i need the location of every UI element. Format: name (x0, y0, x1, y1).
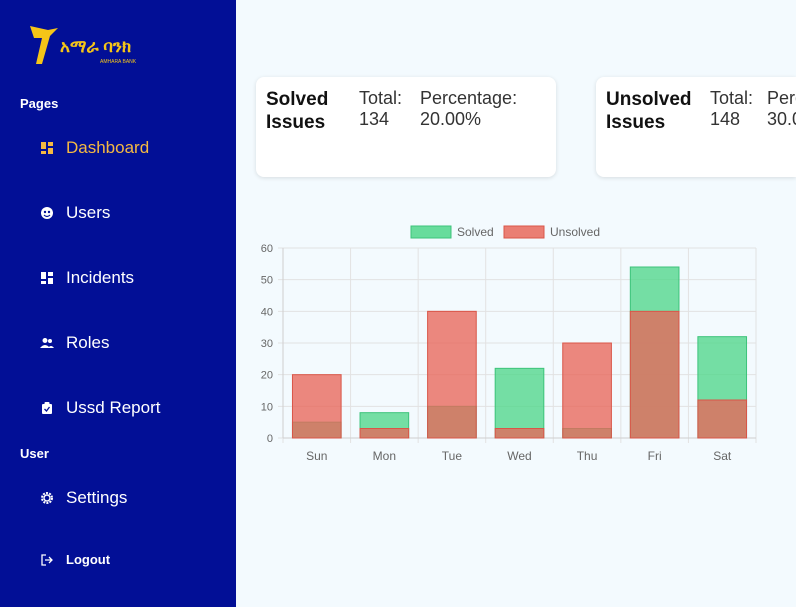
incidents-icon (40, 271, 54, 285)
bar-unsolved-tue (427, 310, 477, 439)
x-tick-label: Fri (648, 449, 662, 463)
x-tick-label: Wed (507, 449, 531, 463)
sidebar-item-incidents[interactable]: Incidents (40, 268, 134, 288)
bar-unsolved-sat (697, 399, 748, 439)
sidebar-item-settings[interactable]: Settings (40, 488, 127, 508)
x-tick-label: Sat (713, 449, 732, 463)
total-label: Total: (359, 88, 403, 108)
sidebar-item-label: Users (66, 203, 111, 222)
percentage-label: Percentage: (420, 88, 518, 108)
issues-bar-chart: 0 10 20 30 40 50 60 Sun Mon Tue Wed Thu Fri Sat Solved… (261, 225, 757, 463)
bar-unsolved-sun (291, 374, 342, 439)
bar-unsolved-fri (629, 310, 680, 439)
sidebar-item-label: Roles (66, 333, 110, 352)
bar-unsolved-wed (494, 428, 545, 439)
sidebar-item-users[interactable]: Users (40, 203, 110, 223)
y-tick-label: 40 (261, 306, 273, 318)
users-icon (40, 206, 54, 220)
sidebar-item-roles[interactable]: Roles (40, 333, 109, 353)
card-title: Unsolved Issues (606, 89, 692, 133)
y-tick-label: 50 (261, 275, 273, 287)
amhara-bank-logo: አማራ ባንክ AMHARA BANK (30, 26, 137, 65)
sidebar-item-label: Settings (66, 488, 128, 507)
bar-unsolved-thu (562, 342, 612, 439)
total-value: 148 (710, 109, 741, 129)
y-tick-label: 30 (261, 338, 273, 350)
bar-solved-wed (494, 367, 545, 439)
percentage-label: Percentage: (767, 88, 796, 108)
roles-icon (40, 336, 54, 350)
percentage-value: 30.00% (767, 109, 796, 129)
y-tick-label: 0 (267, 433, 273, 445)
logout-icon (40, 553, 54, 567)
bar-unsolved-mon (359, 428, 410, 439)
gear-icon (40, 491, 54, 505)
solved-issues-card: Solved Issues Total: 134 Percentage: 20.… (256, 77, 556, 177)
x-tick-label: Sun (306, 449, 327, 463)
y-tick-label: 60 (261, 243, 273, 255)
sidebar-item-label: Incidents (66, 268, 135, 287)
legend-swatch-solved (410, 225, 452, 239)
logo-name: አማራ ባንክ (60, 37, 131, 56)
legend-swatch-unsolved (503, 225, 545, 239)
dashboard-icon (40, 141, 54, 155)
x-tick-label: Thu (577, 449, 598, 463)
pages-section-label: Pages (20, 96, 59, 111)
sidebar-item-label: Dashboard (66, 138, 150, 157)
y-tick-label: 10 (261, 401, 273, 413)
logout-label: Logout (66, 552, 111, 567)
legend-label-unsolved: Unsolved (550, 225, 600, 239)
sidebar: አማራ ባንክ AMHARA BANK Pages Dashboard User… (0, 0, 236, 607)
y-tick-label: 20 (261, 370, 273, 382)
x-tick-label: Mon (373, 449, 396, 463)
sidebar-item-ussd-report[interactable]: Ussd Report (40, 398, 160, 418)
x-tick-label: Tue (442, 449, 463, 463)
legend-label-solved: Solved (457, 225, 494, 239)
unsolved-issues-card: Unsolved Issues Total: 148 Percentage: 3… (596, 77, 796, 177)
total-label: Total: (710, 88, 754, 108)
total-value: 134 (359, 109, 390, 129)
sidebar-item-label: Ussd Report (66, 398, 161, 417)
user-section-label: User (20, 446, 49, 461)
logout-button[interactable]: Logout (40, 552, 110, 567)
report-icon (40, 401, 54, 415)
sidebar-item-dashboard[interactable]: Dashboard (40, 138, 149, 158)
card-title: Solved Issues (266, 89, 329, 133)
logo-subtitle: AMHARA BANK (100, 59, 137, 65)
percentage-value: 20.00% (420, 109, 482, 129)
